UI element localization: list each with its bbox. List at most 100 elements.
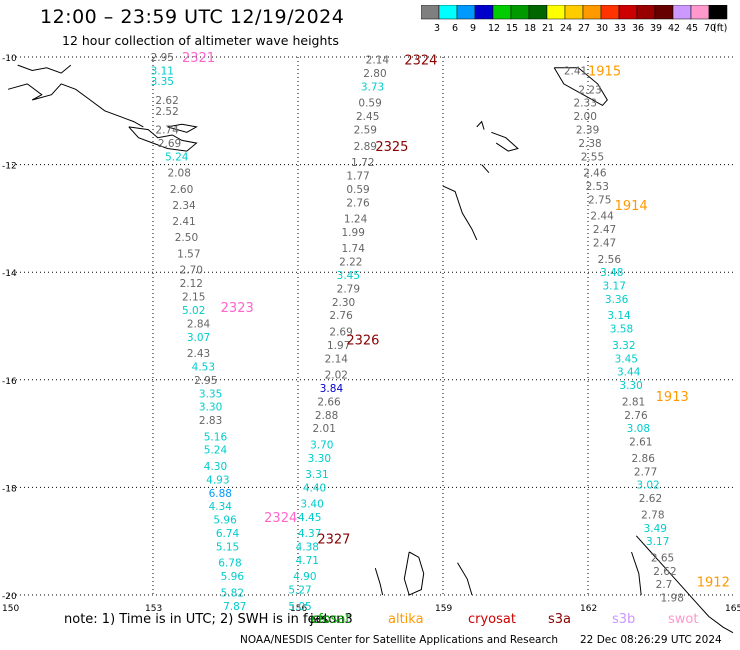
coastline (374, 567, 384, 596)
swh-value: 2.01 (313, 423, 336, 435)
swh-value: 2.66 (317, 396, 341, 408)
swh-value: 6.78 (218, 558, 241, 570)
swh-value: 4.53 (192, 361, 215, 373)
scale-tick-label: 42 (668, 23, 680, 34)
swh-value: 2.69 (158, 138, 181, 150)
scale-tick-label: 15 (506, 23, 518, 34)
color-swatch (600, 5, 620, 20)
swh-value: 2.23 (578, 84, 601, 96)
swh-value: 2.86 (632, 453, 656, 465)
swh-value: 2.95 (151, 52, 174, 64)
coastline (491, 131, 519, 152)
swh-value: 2.83 (199, 415, 222, 427)
pass-id-label: 1912 (697, 576, 730, 591)
pass-labels: 2321 2323 2324 2324 2325 2326 2327 1915 1914 1913… (182, 51, 730, 591)
swh-value: 2.22 (339, 256, 362, 268)
satellite-legend-s3b: s3b (612, 612, 636, 627)
swh-value: 3.17 (603, 281, 626, 293)
swh-value: 3.17 (646, 536, 669, 548)
satellite-legend-swot: swot (668, 612, 699, 627)
coastline (128, 126, 198, 152)
swh-value: 2.41 (172, 216, 195, 228)
swh-value: 1.72 (351, 157, 374, 169)
swh-value: 6.74 (216, 528, 240, 540)
swh-value: 2.39 (576, 125, 599, 137)
swh-value: 4.37 (298, 528, 321, 540)
swh-value: 2.43 (187, 348, 210, 360)
swh-value: 2.47 (593, 224, 616, 236)
swh-value: 3.31 (305, 469, 328, 481)
swh-value: 2.62 (155, 95, 178, 107)
coastline (476, 120, 485, 130)
swh-value: 7.87 (223, 601, 246, 613)
swh-value: 2.47 (593, 238, 616, 250)
swh-value: 3.58 (610, 324, 633, 336)
swh-value: 2.02 (325, 369, 348, 381)
swh-value: 1.57 (177, 248, 200, 260)
pass-id-label: 2325 (375, 140, 408, 155)
scale-tick-label: 9 (470, 23, 476, 34)
scale-tick-label: 12 (488, 23, 500, 34)
coastline (635, 535, 734, 634)
swh-value: 2.84 (187, 318, 211, 330)
swh-value: 2.69 (329, 326, 352, 338)
pass-id-label: 2323 (221, 301, 254, 316)
swh-value: 2.62 (653, 566, 676, 578)
swh-value: 2.77 (634, 466, 657, 478)
swh-value: 2.80 (363, 68, 386, 80)
swh-value: 1.74 (342, 243, 366, 255)
swh-value: 4.34 (209, 501, 233, 513)
lon-tick-label: 153 (145, 604, 162, 614)
color-swatch (421, 5, 440, 20)
color-swatch (636, 5, 656, 20)
swh-value: 2.89 (354, 141, 377, 153)
swh-value: 2.81 (622, 396, 645, 408)
swh-value: 3.30 (199, 402, 222, 414)
color-swatch (690, 5, 710, 20)
swh-value: 3.36 (605, 294, 629, 306)
swh-value: 3.44 (617, 367, 641, 379)
swh-value: 2.33 (574, 98, 597, 110)
pass-id-label: 1914 (615, 199, 648, 214)
coastline (17, 64, 72, 74)
swh-value: 2.46 (583, 168, 607, 180)
coastline (7, 83, 144, 128)
pass-id-label: 2326 (346, 333, 379, 348)
swh-value: 2.14 (325, 353, 349, 365)
swh-value: 2.60 (170, 184, 193, 196)
swh-value: 2.95 (194, 375, 217, 387)
swh-value: 2.14 (366, 55, 390, 67)
lon-tick-label: 159 (435, 604, 452, 614)
coastline (403, 551, 425, 596)
lat-tick-label: -12 (2, 162, 17, 172)
swh-value: 3.40 (300, 499, 323, 511)
swh-value: 1.99 (342, 227, 365, 239)
swh-value: 2.75 (588, 195, 611, 207)
swh-value: 2.38 (578, 138, 601, 150)
color-swatch (474, 5, 494, 20)
pass-id-label: 2327 (317, 533, 350, 548)
swh-value: 4.93 (206, 474, 229, 486)
swh-value: 3.70 (310, 439, 333, 451)
swh-value: 2.30 (332, 297, 355, 309)
swh-value: 4.71 (296, 555, 319, 567)
scale-tick-label: 27 (578, 23, 590, 34)
swh-value: 2.7 (656, 579, 673, 591)
swh-value: 3.32 (612, 340, 635, 352)
swh-value: 2.15 (182, 291, 205, 303)
swh-value: 2.78 (641, 509, 664, 521)
color-swatch (492, 5, 512, 20)
pass-id-label: 2324 (264, 511, 297, 526)
satellite-legend-jason3: jason3 (310, 612, 353, 627)
swh-value: 2.74 (155, 125, 179, 137)
swh-value: 2.76 (329, 310, 353, 322)
swh-value: 3.07 (187, 332, 210, 344)
scale-tick-label: 70 (704, 23, 716, 34)
swh-value: 2.79 (337, 283, 360, 295)
lon-tick-label: 150 (2, 604, 19, 614)
swh-value: 5.96 (213, 515, 237, 527)
color-swatch (708, 5, 728, 20)
satellite-legend-cryosat: cryosat (468, 612, 516, 627)
swh-value: 2.59 (354, 125, 377, 137)
swh-value: 5.24 (165, 152, 189, 164)
